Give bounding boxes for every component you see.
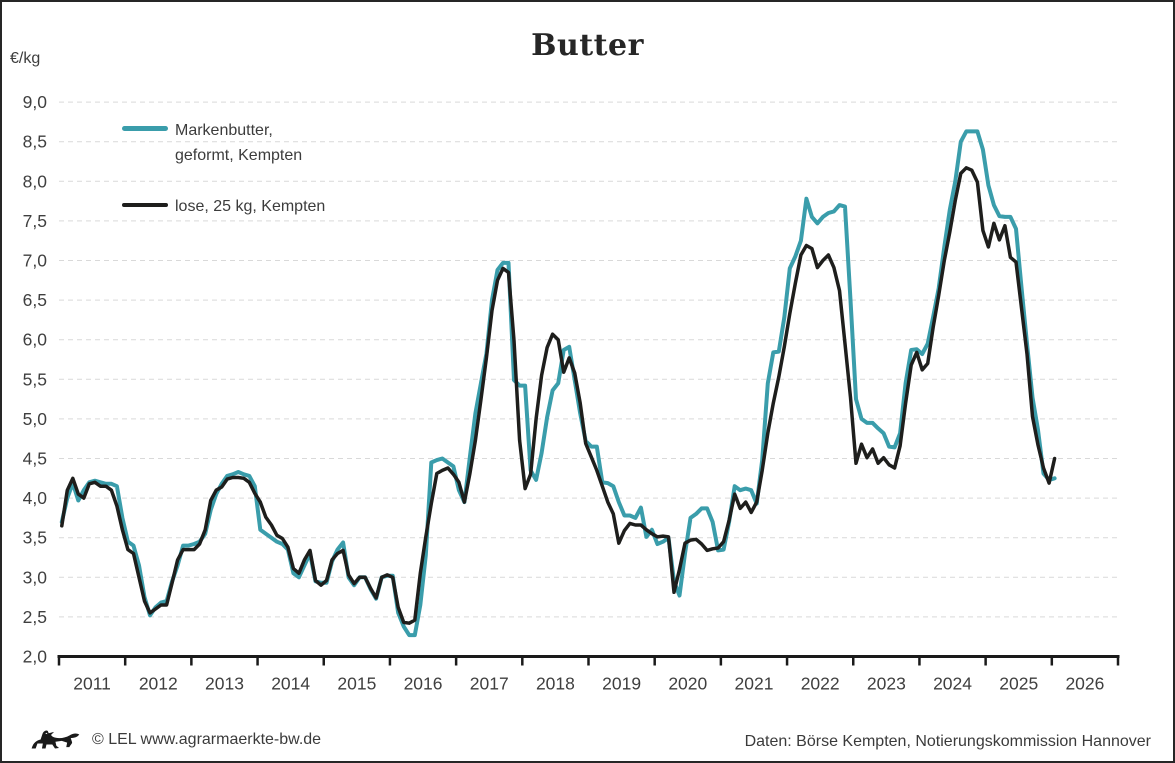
x-tick-label: 2015 (337, 674, 376, 694)
legend-swatch-lose (122, 203, 168, 207)
x-tick-label: 2020 (668, 674, 707, 694)
y-tick-label: 8,5 (23, 132, 47, 152)
legend-label-markenbutter: Markenbutter, geformt, Kempten (175, 118, 302, 168)
y-axis-unit-label: €/kg (10, 50, 41, 67)
y-tick-label: 3,5 (23, 528, 47, 548)
x-tick-label: 2012 (139, 674, 178, 694)
y-tick-label: 3,0 (23, 567, 48, 587)
y-tick-label: 6,0 (23, 330, 48, 350)
y-tick-label: 6,5 (23, 290, 47, 310)
x-tick-label: 2022 (801, 674, 840, 694)
x-tick-label: 2026 (1065, 674, 1104, 694)
y-tick-label: 4,0 (23, 488, 48, 508)
x-tick-label: 2021 (735, 674, 774, 694)
legend-label-line1: Markenbutter, (175, 122, 273, 139)
y-tick-label: 7,0 (23, 251, 48, 271)
x-tick-label: 2018 (536, 674, 575, 694)
legend-swatch-markenbutter (122, 126, 168, 131)
y-tick-label: 2,0 (23, 647, 48, 667)
y-tick-label: 2,5 (23, 607, 47, 627)
x-tick-label: 2024 (933, 674, 972, 694)
x-tick-label: 2019 (602, 674, 641, 694)
bw-lion-logo (31, 730, 80, 749)
legend-item-markenbutter: Markenbutter, geformt, Kempten (122, 118, 325, 168)
x-tick-label: 2017 (470, 674, 509, 694)
y-tick-label: 5,0 (23, 409, 48, 429)
footer-source: Daten: Börse Kempten, Notierungskommissi… (744, 733, 1151, 750)
legend-item-lose: lose, 25 kg, Kempten (122, 194, 325, 219)
footer-copyright: © LEL www.agrarmaerkte-bw.de (92, 730, 322, 748)
x-tick-label: 2016 (404, 674, 443, 694)
y-tick-label: 4,5 (23, 449, 47, 469)
legend: Markenbutter, geformt, Kempten lose, 25 … (122, 118, 325, 245)
legend-label-lose: lose, 25 kg, Kempten (175, 198, 326, 215)
legend-label-line2: geformt, Kempten (175, 147, 303, 164)
series-line-markenbutter (59, 129, 1057, 638)
footer-left: © LEL www.agrarmaerkte-bw.de (28, 726, 321, 753)
y-tick-label: 9,0 (23, 92, 48, 112)
x-tick-label: 2013 (205, 674, 244, 694)
x-tick-label: 2023 (867, 674, 906, 694)
page-title: Butter (531, 28, 644, 63)
y-tick-label: 8,0 (23, 171, 48, 191)
x-tick-label: 2011 (73, 674, 111, 694)
y-tick-label: 7,5 (23, 211, 47, 231)
y-tick-label: 5,5 (23, 369, 47, 389)
x-tick-label: 2025 (999, 674, 1038, 694)
x-tick-label: 2014 (271, 674, 310, 694)
series-line-lose (60, 166, 1057, 625)
